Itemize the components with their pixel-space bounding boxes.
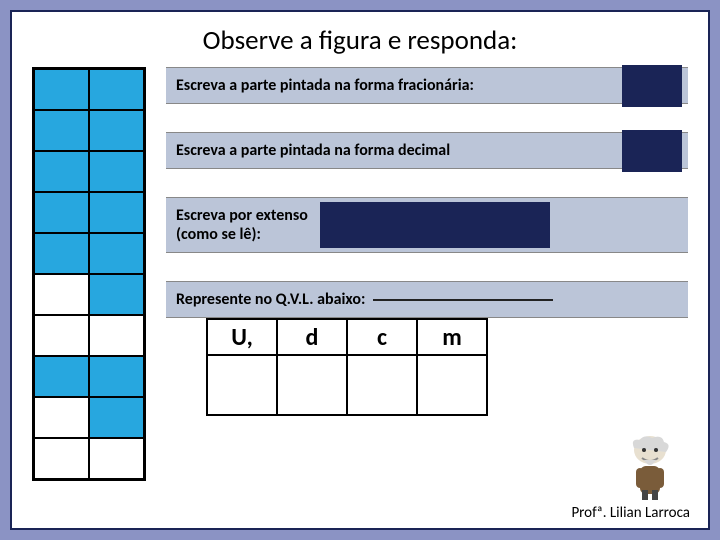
grid-cell <box>34 151 89 192</box>
grid-cell <box>89 274 144 315</box>
qvl-col-units: U, <box>207 319 277 355</box>
page-title: Observe a figura e responda: <box>12 12 708 67</box>
qvl-container: U, d c m <box>206 318 688 416</box>
grid-cell <box>34 110 89 151</box>
qvl-cell-units[interactable] <box>207 355 277 415</box>
grid-cell <box>34 397 89 438</box>
answer-box-fraction[interactable] <box>622 65 682 107</box>
qvl-underline <box>373 299 553 301</box>
grid-cell <box>34 274 89 315</box>
grid-cell <box>34 356 89 397</box>
worksheet-page: Observe a figura e responda: Escreva a p… <box>10 10 710 530</box>
qvl-cell-thousandths[interactable] <box>417 355 487 415</box>
grid-cell <box>89 151 144 192</box>
prompt-qvl: Represente no Q.V.L. abaixo: <box>166 281 688 318</box>
grid-cell <box>89 356 144 397</box>
grid-cell <box>89 69 144 110</box>
prompt-decimal: Escreva a parte pintada na forma decimal <box>166 132 688 169</box>
prompt-decimal-label: Escreva a parte pintada na forma decimal <box>176 141 450 160</box>
content-area: Escreva a parte pintada na forma fracion… <box>12 67 708 481</box>
grid-cell <box>34 192 89 233</box>
prompt-written: Escreva por extenso (como se lê): <box>166 197 688 253</box>
prompt-written-line1: Escreva por extenso <box>176 206 308 225</box>
grid-cell <box>34 69 89 110</box>
questions-column: Escreva a parte pintada na forma fracion… <box>166 67 688 481</box>
grid-cell <box>34 315 89 356</box>
prompt-written-text: Escreva por extenso (como se lê): <box>176 206 308 244</box>
figure-column <box>32 67 146 481</box>
qvl-header-row: U, d c m <box>207 319 487 355</box>
grid-cell <box>89 397 144 438</box>
grid-cell <box>34 233 89 274</box>
prompt-qvl-label: Represente no Q.V.L. abaixo: <box>176 290 365 309</box>
footer-credit: Profª. Lilian Larroca <box>571 504 690 522</box>
grid-cell <box>34 438 89 479</box>
qvl-cell-hundredths[interactable] <box>347 355 417 415</box>
fraction-grid <box>32 67 146 481</box>
qvl-col-thousandths: m <box>417 319 487 355</box>
grid-cell <box>89 233 144 274</box>
grid-cell <box>89 192 144 233</box>
prompt-fraction-label: Escreva a parte pintada na forma fracion… <box>176 76 474 95</box>
qvl-col-hundredths: c <box>347 319 417 355</box>
qvl-value-row <box>207 355 487 415</box>
prompt-fraction: Escreva a parte pintada na forma fracion… <box>166 67 688 104</box>
answer-box-decimal[interactable] <box>622 130 682 172</box>
qvl-cell-tenths[interactable] <box>277 355 347 415</box>
grid-cell <box>89 315 144 356</box>
answer-box-written[interactable] <box>320 202 550 248</box>
grid-cell <box>89 110 144 151</box>
qvl-col-tenths: d <box>277 319 347 355</box>
einstein-icon <box>622 430 678 500</box>
qvl-table: U, d c m <box>206 318 488 416</box>
prompt-written-line2: (como se lê): <box>176 225 308 244</box>
grid-cell <box>89 438 144 479</box>
